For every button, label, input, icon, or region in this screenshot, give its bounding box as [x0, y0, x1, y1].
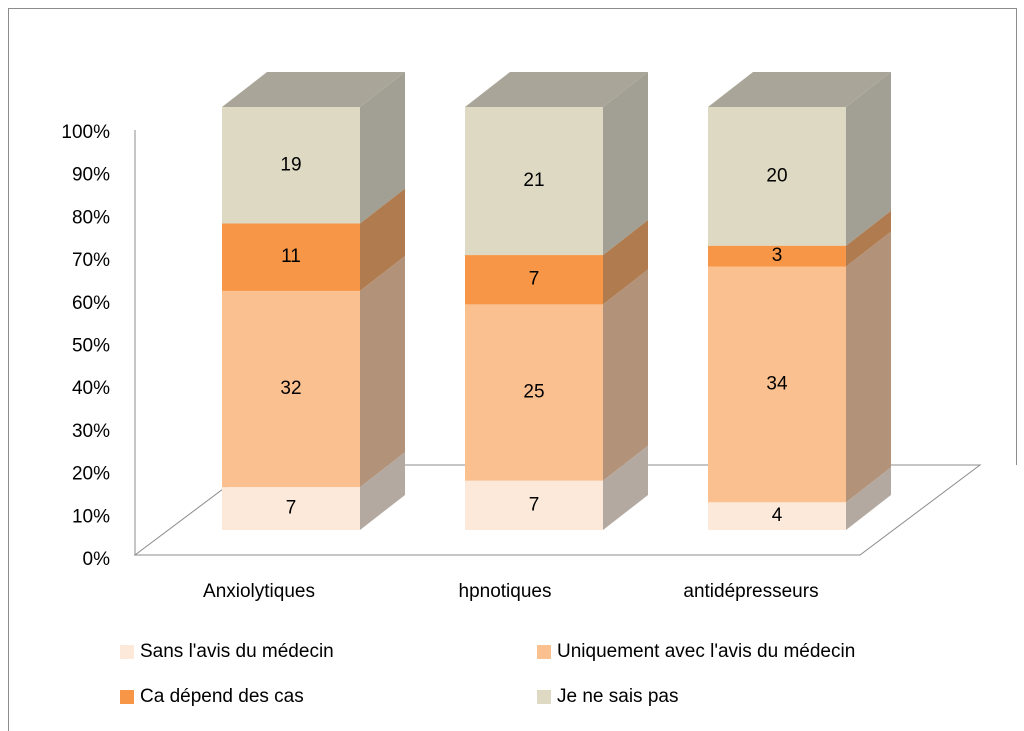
- y-tick-label: 30%: [72, 421, 110, 442]
- bar: [222, 107, 360, 224]
- y-tick-label: 50%: [72, 336, 110, 357]
- data-label: 34: [766, 373, 788, 394]
- bar: [708, 502, 846, 530]
- x-tick-label: antidépresseurs: [683, 581, 818, 602]
- bar: [465, 255, 603, 305]
- x-tick-label: hpnotiques: [459, 581, 552, 602]
- bar: [222, 290, 360, 488]
- bar: [222, 223, 360, 291]
- legend-label: Uniquement avec l'avis du médecin: [557, 641, 855, 662]
- legend-swatch: [120, 690, 134, 704]
- y-tick-label: 90%: [72, 165, 110, 186]
- y-tick-label: 20%: [72, 464, 110, 485]
- bar: [465, 480, 603, 530]
- floor: [133, 464, 982, 556]
- y-tick-label: 10%: [72, 506, 110, 527]
- data-label: 19: [280, 154, 301, 175]
- bar-side: [603, 269, 648, 481]
- bar: [465, 107, 603, 256]
- bar-side: [360, 452, 405, 530]
- legend-label: Sans l'avis du médecin: [140, 641, 334, 662]
- data-label: 7: [286, 498, 297, 519]
- bar: [708, 245, 846, 267]
- bar-side: [846, 231, 891, 503]
- chart-border: [8, 8, 1017, 731]
- legend-label: Ca dépend des cas: [140, 686, 304, 707]
- legend-swatch: [537, 690, 551, 704]
- data-label: 20: [766, 165, 787, 186]
- bar: [708, 107, 846, 246]
- bar: [708, 266, 846, 503]
- bar-side: [846, 210, 891, 267]
- bar-side: [846, 467, 891, 530]
- y-tick-label: 70%: [72, 250, 110, 271]
- legend-swatch: [537, 645, 551, 659]
- legend-swatch: [120, 645, 134, 659]
- bar-side: [360, 72, 405, 224]
- y-tick-label: 40%: [72, 378, 110, 399]
- data-label: 7: [529, 494, 540, 515]
- x-tick-label: Anxiolytiques: [203, 581, 315, 602]
- bar-side: [360, 255, 405, 488]
- y-tick-label: 100%: [61, 122, 110, 143]
- data-label: 32: [280, 378, 301, 399]
- data-label: 25: [523, 382, 544, 403]
- bar-top: [465, 72, 648, 107]
- bar-side: [603, 445, 648, 530]
- bar-side: [360, 188, 405, 291]
- y-tick-label: 80%: [72, 207, 110, 228]
- legend-label: Je ne sais pas: [557, 686, 678, 707]
- y-tick-label: 60%: [72, 293, 110, 314]
- bar-side: [846, 72, 891, 246]
- data-label: 11: [281, 246, 301, 267]
- bar-top: [708, 72, 891, 107]
- bar-top: [222, 72, 405, 107]
- bar: [465, 304, 603, 481]
- bar-side: [603, 72, 648, 256]
- data-label: 3: [772, 245, 783, 266]
- data-label: 7: [529, 269, 540, 290]
- bar-side: [603, 220, 648, 305]
- data-label: 21: [523, 170, 544, 191]
- bar: [222, 487, 360, 530]
- data-label: 4: [772, 505, 783, 526]
- y-tick-label: 0%: [83, 549, 111, 570]
